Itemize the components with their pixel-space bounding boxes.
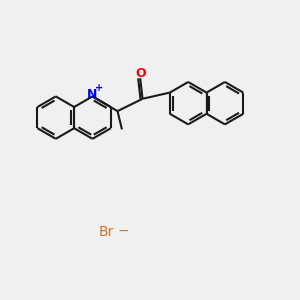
Text: Br: Br — [98, 225, 113, 239]
Text: N: N — [87, 88, 98, 100]
Text: +: + — [95, 83, 103, 94]
Text: −: − — [118, 224, 129, 238]
Text: O: O — [135, 67, 146, 80]
